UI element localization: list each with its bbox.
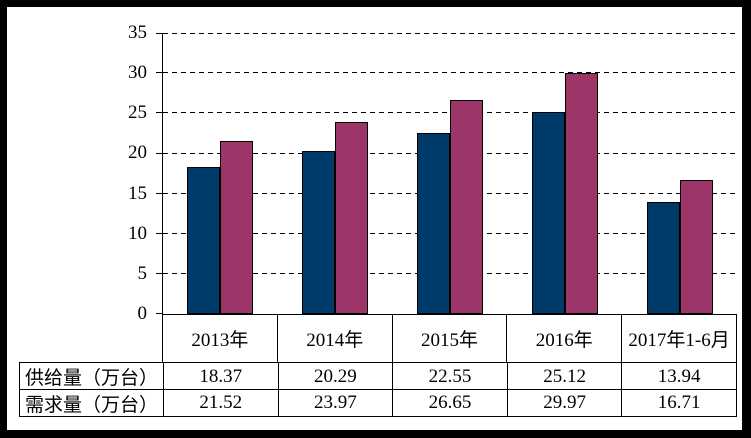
- bar-series1-cat3: [564, 73, 598, 314]
- gridline-30: [163, 72, 737, 73]
- plot-area: 35 30 25 20 15 10 5 0: [128, 23, 737, 324]
- demand-value-2016: 29.97: [506, 390, 622, 416]
- demand-value-2017: 16.71: [621, 390, 736, 416]
- supply-value-2015: 22.55: [392, 363, 507, 390]
- bar-series0-cat3: [531, 112, 565, 314]
- category-label-2015: 2015年: [391, 315, 507, 362]
- demand-value-2014: 23.97: [277, 390, 393, 416]
- gridline-35: [163, 33, 737, 34]
- bar-series1-cat0: [220, 141, 254, 314]
- y-axis-tick: [156, 193, 162, 194]
- y-tick-label-15: 15: [128, 183, 147, 204]
- y-tick-label-10: 10: [128, 223, 147, 244]
- bar-series0-cat1: [302, 151, 336, 314]
- y-tick-label-0: 0: [137, 303, 148, 324]
- demand-value-2015: 26.65: [392, 390, 507, 416]
- y-tick-label-35: 35: [128, 22, 147, 43]
- chart-canvas: 35 30 25 20 15 10 5 0 2013年 2014年 2015年 …: [7, 7, 742, 430]
- supply-value-2017: 13.94: [621, 363, 736, 390]
- table-row-demand: 需求量（万台） 21.52 23.97 26.65 29.97 16.71: [19, 389, 737, 417]
- table-row-supply: 供给量（万台） 18.37 20.29 22.55 25.12 13.94: [19, 362, 737, 390]
- category-label-2013: 2013年: [162, 315, 277, 362]
- category-label-2016: 2016年: [506, 315, 621, 362]
- bar-series0-cat4: [646, 202, 680, 314]
- y-axis-tick: [156, 313, 162, 314]
- y-axis-tick: [156, 33, 162, 34]
- y-axis-tick: [156, 273, 162, 274]
- y-tick-label-5: 5: [137, 263, 148, 284]
- y-axis-tick: [156, 72, 162, 73]
- y-axis-tick: [156, 153, 162, 154]
- x-axis-category-row: 2013年 2014年 2015年 2016年 2017年1-6月: [162, 315, 737, 362]
- y-axis-tick: [156, 112, 162, 113]
- y-tick-label-20: 20: [128, 142, 147, 163]
- row-header-supply: 供给量（万台）: [25, 368, 159, 389]
- supply-value-2013: 18.37: [163, 363, 278, 390]
- bar-series0-cat2: [417, 133, 450, 314]
- bar-series1-cat1: [335, 122, 369, 314]
- bar-series1-cat4: [679, 180, 713, 314]
- category-label-2017: 2017年1-6月: [621, 315, 736, 362]
- category-label-2014: 2014年: [276, 315, 392, 362]
- y-tick-label-30: 30: [128, 62, 147, 83]
- supply-value-2016: 25.12: [506, 363, 622, 390]
- bar-series1-cat2: [450, 100, 483, 314]
- y-axis-tick: [156, 233, 162, 234]
- supply-value-2014: 20.29: [277, 363, 393, 390]
- row-header-demand: 需求量（万台）: [25, 394, 159, 416]
- demand-value-2013: 21.52: [163, 390, 278, 416]
- y-tick-label-25: 25: [128, 102, 147, 123]
- bar-series0-cat0: [187, 167, 221, 314]
